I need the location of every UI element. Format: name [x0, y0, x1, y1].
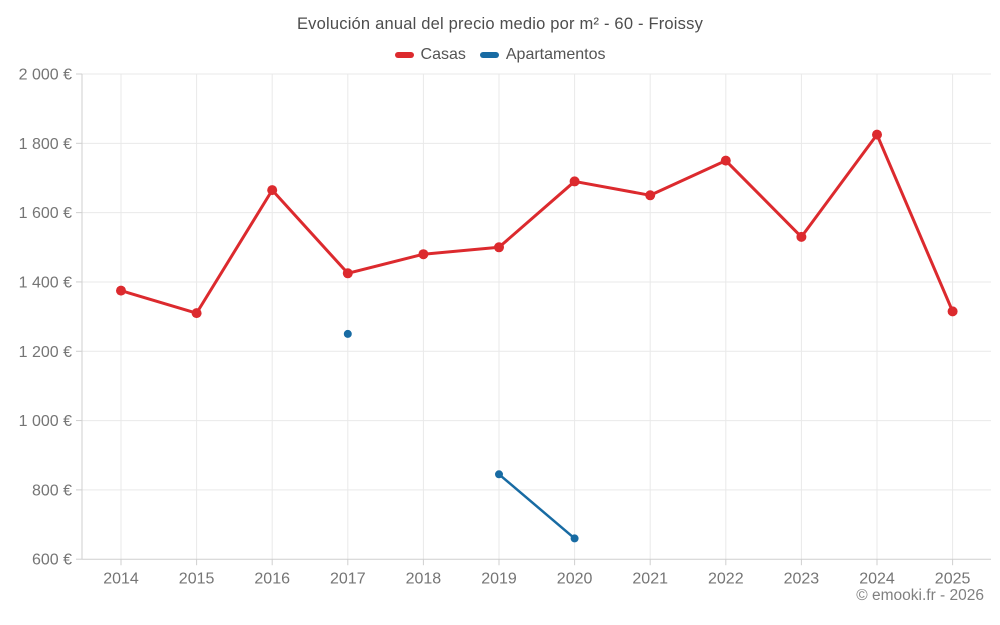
legend-swatch-casas-icon: [394, 52, 414, 58]
data-point-casas-2025[interactable]: [947, 306, 958, 317]
legend-label-casas: Casas: [420, 46, 466, 63]
data-point-casas-2014[interactable]: [116, 285, 126, 296]
data-point-casas-2019[interactable]: [494, 242, 504, 253]
data-point-casas-2024[interactable]: [872, 129, 882, 140]
data-point-casas-2023[interactable]: [796, 231, 807, 242]
y-axis-label: 1 800 €: [19, 136, 72, 153]
x-axis-label: 2020: [557, 571, 593, 588]
data-point-apartamentos-2019[interactable]: [495, 470, 503, 479]
y-axis-label: 2 000 €: [19, 67, 72, 84]
x-axis-label: 2021: [632, 571, 668, 588]
data-point-casas-2022[interactable]: [720, 155, 731, 166]
x-axis-label: 2017: [330, 571, 366, 588]
x-axis-label: 2015: [179, 571, 215, 588]
y-axis-label: 1 200 €: [19, 344, 72, 361]
series-line-casas: [119, 133, 955, 315]
data-point-casas-2018[interactable]: [418, 249, 429, 260]
x-axis-label: 2023: [784, 571, 820, 588]
y-axis-label: 800 €: [32, 482, 72, 499]
legend-swatch-apartamentos-icon: [479, 52, 499, 58]
data-point-casas-2016[interactable]: [267, 185, 278, 196]
data-point-casas-2015[interactable]: [191, 308, 202, 319]
series-line-apartamentos: [497, 473, 576, 540]
legend-label-apartamentos: Apartamentos: [505, 46, 606, 63]
x-axis-label: 2022: [708, 571, 744, 588]
y-axis-label: 1 000 €: [19, 413, 72, 430]
x-axis-label: 2019: [481, 571, 517, 588]
data-point-casas-2021[interactable]: [645, 190, 656, 201]
legend: Casas Apartamentos: [0, 46, 1000, 64]
y-axis-label: 1 400 €: [19, 274, 72, 291]
legend-item-casas[interactable]: Casas: [394, 46, 466, 64]
data-point-apartamentos-2017[interactable]: [343, 329, 352, 338]
copyright: © emooki.fr - 2026: [856, 587, 984, 604]
data-point-casas-2017[interactable]: [342, 268, 353, 279]
data-point-casas-2020[interactable]: [569, 176, 580, 187]
x-axis-label: 2025: [935, 571, 971, 588]
data-point-apartamentos-2020[interactable]: [570, 534, 579, 543]
chart-title: Evolución anual del precio medio por m² …: [296, 15, 704, 33]
y-axis-label: 600 €: [32, 552, 72, 569]
y-axis-label: 1 600 €: [19, 205, 72, 222]
x-axis-label: 2014: [103, 571, 139, 588]
x-axis-label: 2016: [254, 571, 290, 588]
x-axis-label: 2018: [406, 571, 442, 588]
legend-item-apartamentos[interactable]: Apartamentos: [479, 46, 606, 64]
x-axis-label: 2024: [859, 571, 895, 588]
